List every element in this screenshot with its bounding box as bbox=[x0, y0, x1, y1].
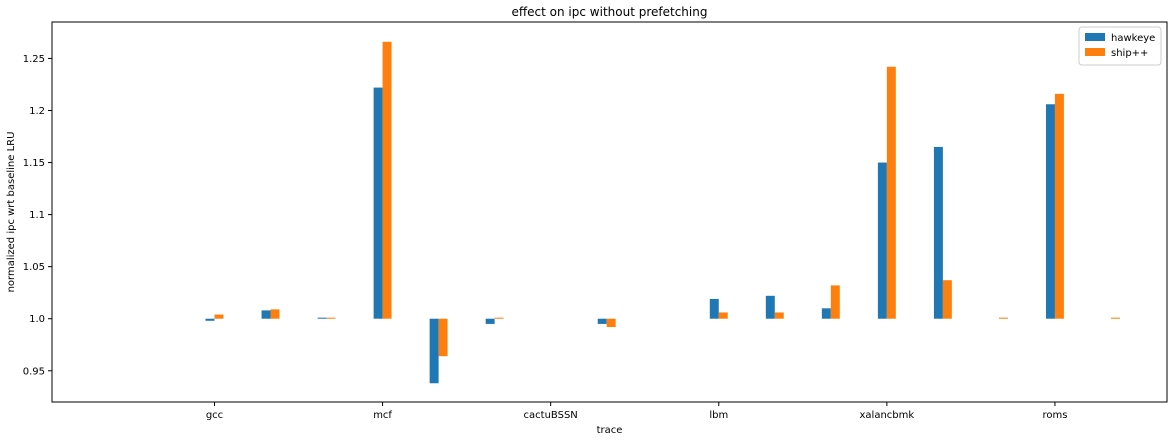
y-axis-label: normalized ipc wrt baseline LRU bbox=[6, 132, 17, 293]
bar-hawkeye-5 bbox=[429, 318, 439, 384]
bar-ship++-5 bbox=[438, 318, 448, 357]
bars-layer bbox=[205, 41, 1120, 384]
bar-ship++-1 bbox=[214, 314, 224, 319]
bar-hawkeye-6 bbox=[485, 318, 495, 324]
y-tick-label: 1.1 bbox=[29, 210, 45, 221]
bar-ship++-16 bbox=[1054, 93, 1064, 319]
bar-hawkeye-12 bbox=[821, 308, 831, 319]
bar-ship++-12 bbox=[830, 285, 840, 319]
bar-hawkeye-16 bbox=[1045, 104, 1055, 319]
bar-hawkeye-3 bbox=[317, 317, 327, 319]
legend-label-ship++: ship++ bbox=[1111, 48, 1148, 59]
y-tick-label: 1.05 bbox=[23, 262, 45, 273]
x-axis-ticks: gcc mcf cactuBSSN lbm xalancbmk roms bbox=[206, 402, 1067, 421]
bar-hawkeye-13 bbox=[877, 162, 887, 319]
legend: hawkeye ship++ bbox=[1078, 26, 1162, 66]
legend-swatch-hawkeye bbox=[1085, 33, 1105, 41]
y-tick-label: 1.2 bbox=[29, 106, 45, 117]
x-tick-label: gcc bbox=[206, 410, 223, 421]
y-tick-label: 1.15 bbox=[23, 158, 45, 169]
x-tick-label: mcf bbox=[373, 410, 392, 421]
bar-ship++-13 bbox=[886, 66, 896, 319]
x-axis-label: trace bbox=[597, 425, 623, 436]
y-tick-label: 0.95 bbox=[23, 366, 45, 377]
bar-hawkeye-10 bbox=[709, 298, 719, 319]
bar-ship++-10 bbox=[718, 312, 728, 319]
y-axis-ticks: 0.95 1.0 1.05 1.1 1.15 1.2 1.25 bbox=[23, 54, 52, 377]
chart-title: effect on ipc without prefetching bbox=[512, 5, 708, 19]
bar-ship++-14 bbox=[942, 280, 952, 319]
bar-ship++-8 bbox=[606, 318, 616, 328]
x-tick-label: roms bbox=[1042, 410, 1067, 421]
bar-ship++-6 bbox=[494, 317, 504, 319]
y-tick-label: 1.25 bbox=[23, 54, 45, 65]
plot-frame bbox=[51, 21, 1168, 403]
bar-hawkeye-8 bbox=[597, 318, 607, 324]
bar-hawkeye-14 bbox=[933, 146, 943, 319]
bar-ship++-4 bbox=[382, 41, 392, 319]
bar-ship++-17 bbox=[1110, 317, 1120, 319]
bar-ship++-15 bbox=[998, 317, 1008, 319]
bar-ship++-3 bbox=[326, 317, 336, 319]
bar-hawkeye-2 bbox=[261, 310, 271, 319]
legend-label-hawkeye: hawkeye bbox=[1111, 33, 1155, 44]
legend-swatch-ship++ bbox=[1085, 48, 1105, 56]
bar-hawkeye-4 bbox=[373, 87, 383, 319]
y-tick-label: 1.0 bbox=[29, 314, 45, 325]
bar-hawkeye-11 bbox=[765, 295, 775, 319]
x-tick-label: lbm bbox=[709, 410, 728, 421]
x-tick-label: cactuBSSN bbox=[524, 410, 578, 421]
bar-hawkeye-1 bbox=[205, 318, 215, 321]
bar-ship++-2 bbox=[270, 309, 280, 319]
x-tick-label: xalancbmk bbox=[860, 410, 915, 421]
bar-ship++-11 bbox=[774, 312, 784, 319]
